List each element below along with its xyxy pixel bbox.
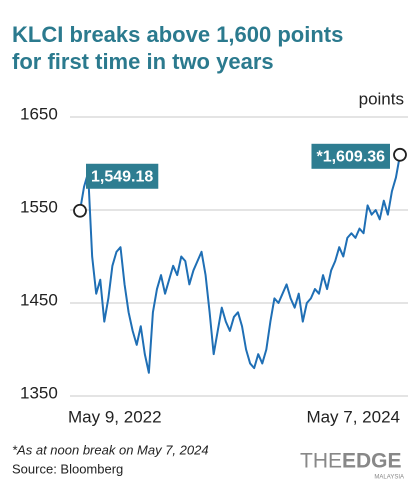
x-tick-label: May 9, 2022 [68,407,162,426]
y-tick-label: 1350 [20,383,58,402]
point-marker [393,147,407,162]
value-label: 1,549.18 [86,163,159,189]
y-axis-label: points [359,89,404,108]
value-label-box [311,143,390,169]
y-tick-label: 1650 [20,104,58,123]
value-label-box [86,163,159,189]
source: Source: Bloomberg [12,461,123,476]
y-tick-label: 1450 [20,290,58,309]
chart-title: for first time in two years [12,49,274,74]
y-tick-label: 1550 [20,197,58,216]
chart-title: KLCI breaks above 1,600 points [12,22,343,47]
footnote: *As at noon break on May 7, 2024 [12,442,209,457]
logo: THE EDGE MALAYSIA [300,450,404,481]
value-label: *1,609.36 [311,143,390,169]
value-label-text: *1,609.36 [316,149,385,166]
value-label-text: 1,549.18 [91,168,153,185]
logo-the: THE [300,450,342,473]
point-marker [73,203,87,218]
line [79,154,401,374]
x-tick-label: May 7, 2024 [306,407,400,426]
logo-sub: MALAYSIA [374,475,404,481]
logo-edge: EDGE [342,450,402,473]
